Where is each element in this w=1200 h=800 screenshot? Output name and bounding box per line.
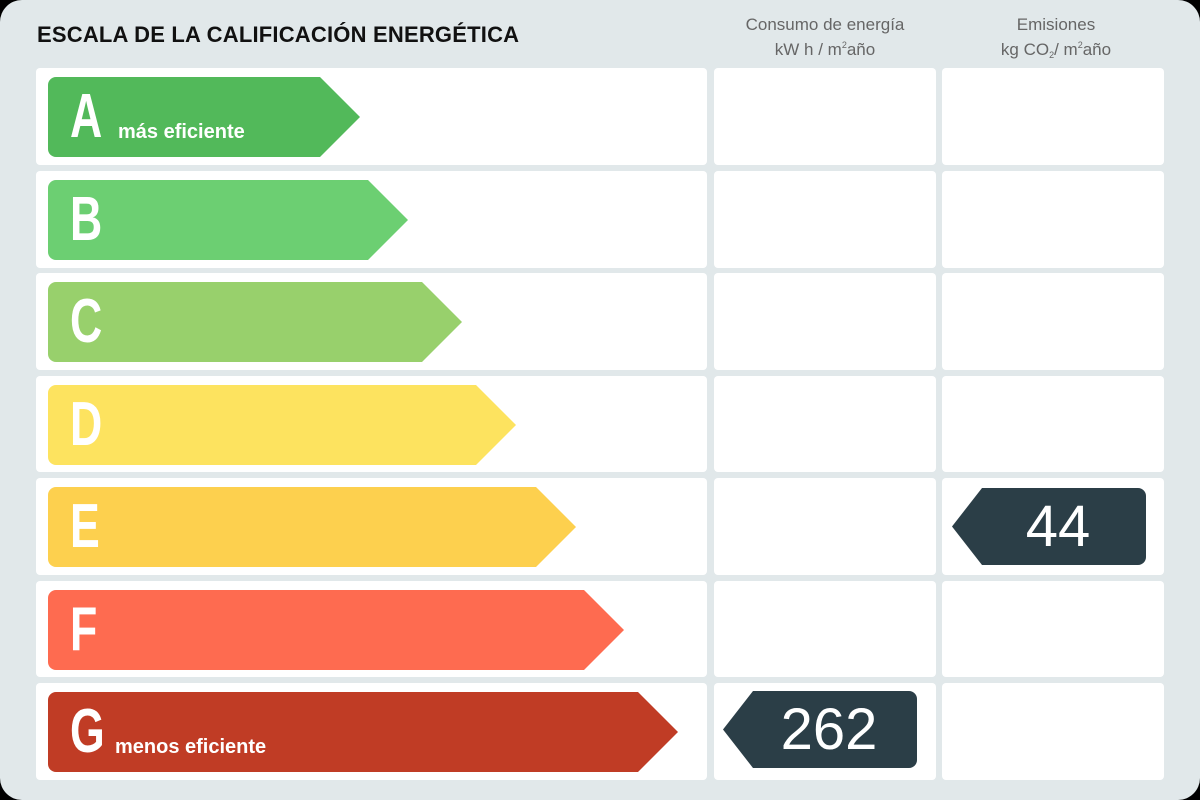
consumption-column-header: Consumo de energía kW h / m2año: [714, 14, 936, 60]
consumption-cell: [714, 478, 936, 575]
emissions-cell: [942, 171, 1164, 268]
rating-row-d: D: [36, 376, 707, 472]
rating-letter: G: [70, 697, 105, 766]
rating-arrow-d: D: [48, 385, 516, 465]
consumption-cell: 262: [714, 683, 936, 780]
emissions-unit: kg CO2/ m2año: [942, 35, 1170, 66]
rating-arrow-c: C: [48, 282, 462, 362]
unit-part: año: [846, 40, 876, 59]
unit-sup: 2: [1077, 40, 1083, 50]
unit-part: kW h / m: [774, 40, 842, 59]
rating-row-b: B: [36, 171, 707, 268]
rating-letter: E: [70, 492, 100, 561]
unit-part: kg CO: [1000, 40, 1050, 59]
emissions-cell: [942, 683, 1164, 780]
rating-row-f: F: [36, 581, 707, 677]
rating-letter: F: [70, 595, 98, 664]
emissions-cell: [942, 376, 1164, 472]
unit-sub: 2: [1049, 50, 1055, 60]
rating-letter: B: [70, 185, 103, 254]
rating-label: menos eficiente: [115, 736, 267, 758]
rating-row-c: C: [36, 273, 707, 370]
consumption-unit: kW h / m2año: [714, 35, 936, 60]
emissions-value-badge: 44: [952, 488, 1146, 565]
emissions-header-label: Emisiones: [1016, 15, 1096, 34]
consumption-cell: [714, 273, 936, 370]
consumption-cell: [714, 376, 936, 472]
rating-row-e: E: [36, 478, 707, 575]
emissions-column-header: Emisiones kg CO2/ m2año: [942, 14, 1170, 66]
rating-letter: A: [70, 82, 103, 151]
rating-arrow-e: E: [48, 487, 576, 567]
emissions-cell: [942, 273, 1164, 370]
rating-letter: D: [70, 390, 103, 459]
emissions-cell: [942, 68, 1164, 165]
emissions-cell: [942, 581, 1164, 677]
unit-part: año: [1082, 40, 1112, 59]
unit-sup: 2: [841, 40, 847, 50]
consumption-cell: [714, 581, 936, 677]
emissions-cell: 44: [942, 478, 1164, 575]
consumption-cell: [714, 171, 936, 268]
consumption-cell: [714, 68, 936, 165]
page-title: ESCALA DE LA CALIFICACIÓN ENERGÉTICA: [37, 22, 520, 47]
rating-arrow-b: B: [48, 180, 408, 260]
unit-part: / m: [1054, 40, 1078, 59]
rating-arrow-f: F: [48, 590, 624, 670]
rating-label: más eficiente: [118, 121, 245, 143]
consumption-header-label: Consumo de energía: [745, 15, 905, 34]
consumption-value-badge: 262: [723, 691, 917, 768]
rating-letter: C: [70, 287, 103, 356]
